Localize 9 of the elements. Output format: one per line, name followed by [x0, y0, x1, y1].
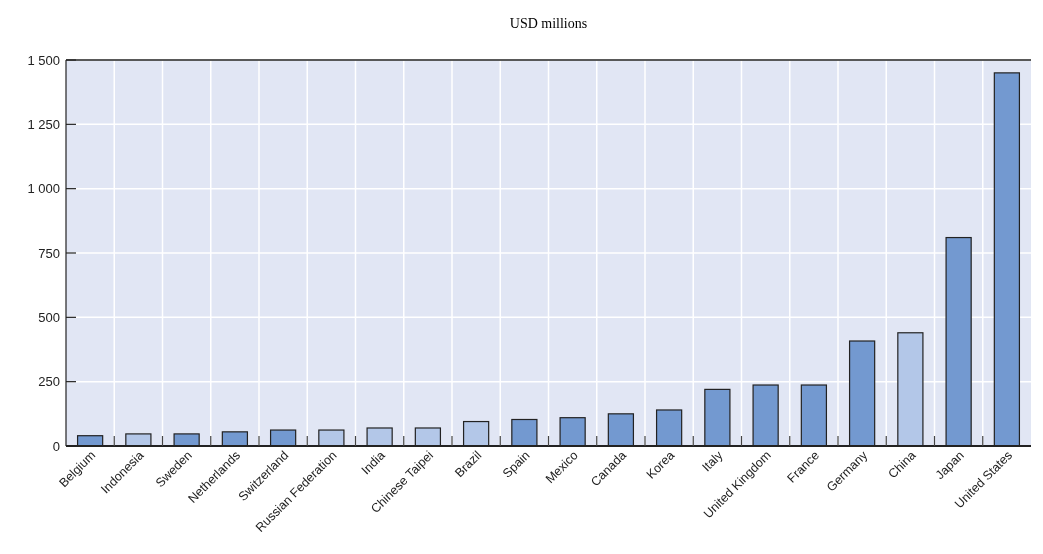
y-tick-label: 1 500 — [27, 52, 60, 68]
y-tick-label: 1 000 — [27, 181, 60, 197]
y-tick-label: 500 — [38, 309, 60, 325]
y-tick-label: 750 — [38, 245, 60, 261]
y-tick-label: 0 — [52, 438, 60, 454]
chart-title: USD millions — [509, 16, 588, 31]
y-tick-label: 1 250 — [27, 116, 60, 132]
x-tick-label: Italy — [699, 447, 727, 475]
y-tick-label: 250 — [38, 374, 60, 390]
